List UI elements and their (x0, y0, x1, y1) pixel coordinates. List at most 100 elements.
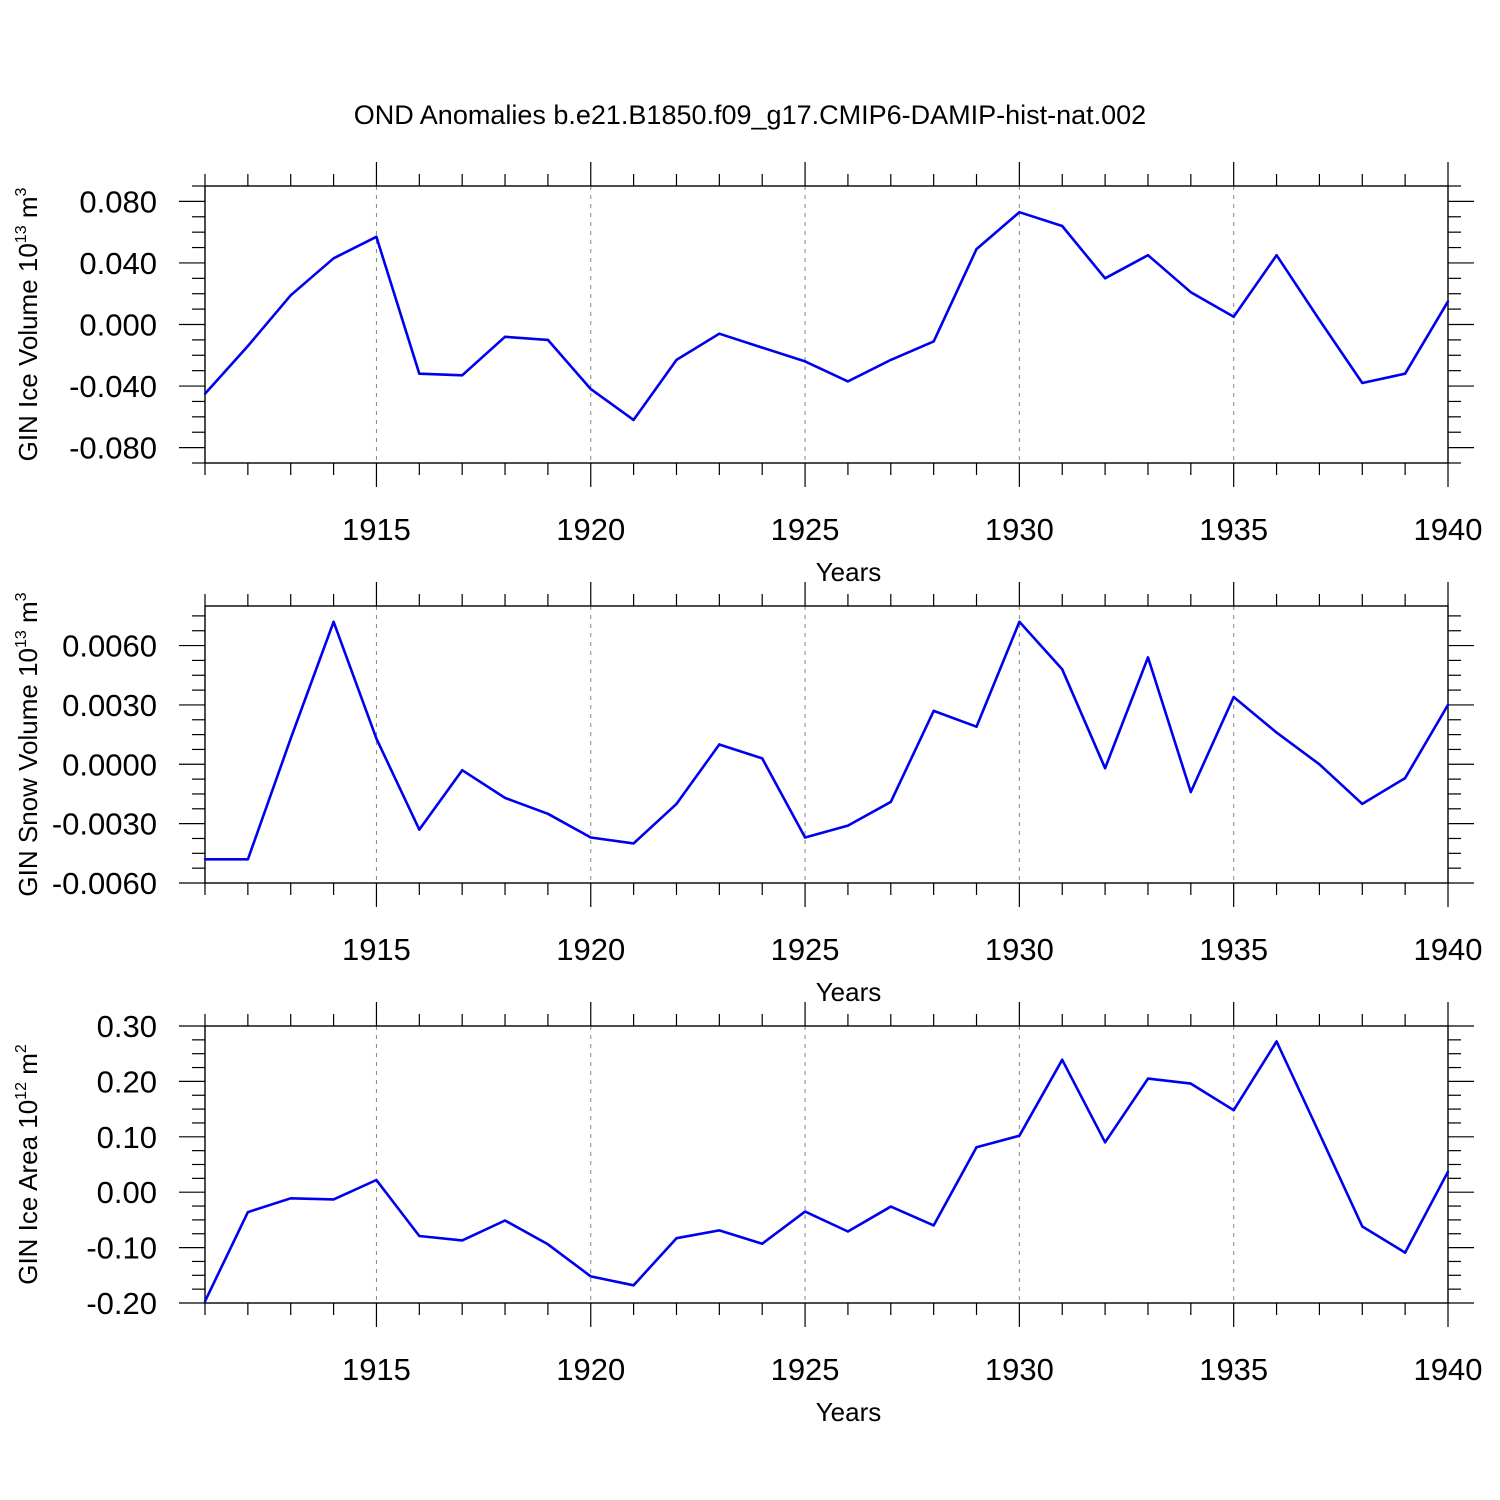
data-point (1146, 656, 1150, 659)
data-point (932, 709, 935, 713)
y-axis-title-superscript: 12 (13, 1082, 30, 1100)
y-tick-label: 0.040 (79, 246, 157, 281)
data-point (1018, 620, 1021, 624)
y-axis-title: GIN Ice Area 1012 m2 (13, 1044, 43, 1285)
y-axis-title-superscript: 13 (13, 225, 30, 243)
x-tick-label: 1915 (342, 1352, 411, 1387)
data-point (332, 257, 335, 260)
data-point (1103, 1141, 1107, 1144)
data-point (246, 344, 250, 348)
data-point (503, 796, 507, 800)
x-tick-label: 1930 (985, 932, 1054, 967)
x-tick-label: 1925 (771, 1352, 840, 1387)
data-point (1189, 1082, 1193, 1085)
data-point (1275, 731, 1278, 734)
data-point (332, 620, 335, 624)
chart-panel-1: -0.080 -0.040 0.000 0.040 0.080 1915 1920 1925 1… (13, 162, 1482, 587)
data-point (375, 1178, 378, 1182)
x-tick-label: 1935 (1199, 932, 1268, 967)
x-tick-label: 1930 (985, 512, 1054, 547)
chart-panel-2: -0.0060 -0.0030 0.0000 0.0030 0.0060 1915 1920… (13, 582, 1482, 1007)
y-axis-title-superscript: 3 (13, 187, 30, 196)
y-axis-title: GIN Snow Volume 1013 m3 (13, 592, 43, 896)
data-point (246, 1210, 250, 1214)
data-point (761, 1242, 764, 1245)
y-tick-label: 0.080 (79, 184, 157, 219)
y-tick-label: 0.0000 (62, 747, 157, 782)
y-axis-title-part: GIN Ice Volume 10 (13, 243, 43, 461)
data-point (375, 235, 378, 238)
y-tick-label: 0.20 (97, 1064, 157, 1099)
data-point (1146, 1077, 1150, 1080)
y-tick-label: -0.080 (69, 431, 157, 466)
data-point (1061, 1058, 1064, 1061)
x-tick-label: 1920 (556, 1352, 625, 1387)
data-point (803, 1210, 807, 1213)
data-point (718, 332, 721, 335)
data-point (1275, 254, 1278, 257)
data-point (803, 360, 807, 363)
x-tick-label: 1940 (1414, 1352, 1483, 1387)
x-axis-title: Years (816, 1397, 882, 1427)
data-point (1018, 210, 1021, 214)
x-tick-label: 1915 (342, 512, 411, 547)
data-point (1189, 790, 1193, 794)
figure-title: OND Anomalies b.e21.B1850.f09_g17.CMIP6-… (354, 100, 1146, 130)
data-point (589, 387, 592, 391)
data-point (1061, 224, 1064, 228)
data-point (1232, 1109, 1235, 1112)
chart-panel-3: -0.20 -0.10 0.00 0.10 0.20 0.30 1915 1920 1925 19… (13, 1002, 1482, 1427)
data-point (975, 247, 978, 251)
data-point (203, 858, 207, 861)
data-point (589, 1275, 592, 1278)
y-tick-label: -0.10 (86, 1231, 157, 1266)
data-point (1061, 668, 1064, 671)
x-tick-label: 1940 (1414, 512, 1483, 547)
data-point (1361, 381, 1364, 385)
data-point (846, 824, 850, 827)
data-point (632, 418, 635, 422)
data-point (418, 828, 421, 831)
y-axis-title: GIN Ice Volume 1013 m3 (13, 187, 43, 461)
data-point (1446, 703, 1450, 707)
y-axis-title-part: GIN Snow Volume 10 (13, 648, 43, 897)
y-tick-label: -0.20 (86, 1286, 157, 1321)
y-axis-title-superscript: 3 (13, 592, 30, 601)
data-point (1275, 1040, 1278, 1043)
data-point (846, 380, 850, 383)
data-point (503, 335, 507, 339)
data-point (289, 294, 292, 297)
data-point (418, 372, 421, 375)
y-axis-title-part: m (13, 1053, 43, 1082)
data-point (418, 1234, 421, 1238)
y-axis-title-part: GIN Ice Area 10 (13, 1100, 43, 1285)
data-point (1403, 1251, 1407, 1254)
data-point (932, 1224, 935, 1227)
x-tick-label: 1920 (556, 512, 625, 547)
data-point (1018, 1134, 1021, 1137)
y-tick-label: 0.00 (97, 1175, 157, 1210)
x-tick-label: 1925 (771, 932, 840, 967)
data-point (975, 725, 978, 728)
data-point (889, 358, 892, 362)
data-point (460, 374, 464, 377)
x-tick-label: 1920 (556, 932, 625, 967)
x-tick-label: 1935 (1199, 512, 1268, 547)
data-point (889, 1205, 892, 1208)
y-tick-label: 0.0030 (62, 688, 157, 723)
x-tick-label: 1925 (771, 512, 840, 547)
data-point (632, 842, 635, 845)
data-point (589, 836, 592, 839)
x-axis-title: Years (816, 557, 882, 587)
data-point (1318, 1132, 1321, 1135)
y-axis-title-superscript: 2 (13, 1044, 30, 1053)
data-point (1446, 300, 1450, 303)
data-point (675, 358, 678, 362)
data-point (675, 1236, 678, 1240)
series-line (203, 1040, 1450, 1302)
data-point (246, 858, 250, 861)
chart-panels: -0.080 -0.040 0.000 0.040 0.080 1915 1920 1925 1… (13, 162, 1482, 1427)
data-point (460, 769, 464, 772)
data-point (1446, 1170, 1450, 1173)
